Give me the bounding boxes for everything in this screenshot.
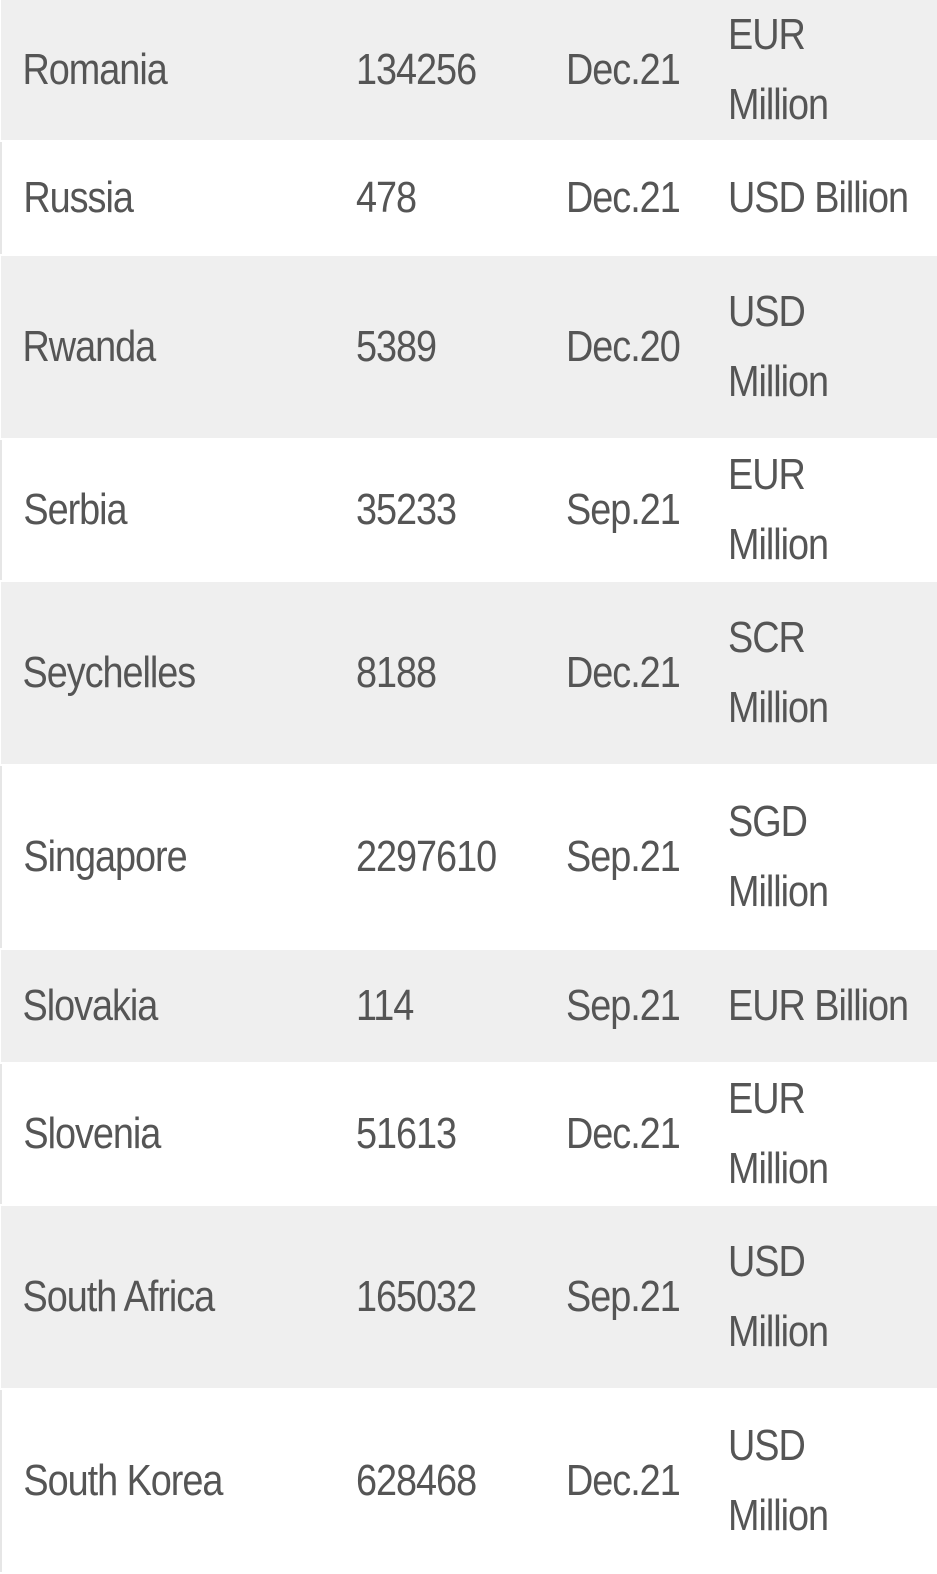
date-cell: Dec.21	[566, 45, 681, 94]
date-cell: Sep.21	[566, 1272, 681, 1321]
unit-cell: EUR Million	[728, 450, 829, 569]
date-cell: Dec.20	[566, 322, 681, 371]
table-row: Slovakia 114 Sep.21 EUR Billion	[1, 949, 937, 1063]
table-row: Singapore 2297610 Sep.21 SGD Million	[1, 765, 937, 949]
unit-cell: USD Million	[728, 287, 829, 406]
date-cell: Sep.21	[566, 485, 681, 534]
date-cell: Sep.21	[566, 832, 681, 881]
table-row: Serbia 35233 Sep.21 EUR Million	[1, 439, 937, 581]
unit-cell: USD Million	[728, 1421, 829, 1540]
country-cell: South Africa	[22, 1272, 216, 1321]
table-row: Seychelles 8188 Dec.21 SCR Million	[1, 581, 937, 765]
unit-cell: EUR Million	[728, 10, 829, 129]
date-cell: Dec.21	[566, 648, 681, 697]
value-cell: 5389	[356, 322, 437, 371]
table-row: South Korea 628468 Dec.21 USD Million	[1, 1389, 937, 1573]
date-cell: Dec.21	[566, 173, 681, 222]
table-row: South Africa 165032 Sep.21 USD Million	[1, 1205, 937, 1389]
country-cell: Rwanda	[22, 322, 157, 371]
country-cell: Slovakia	[22, 981, 159, 1030]
value-cell: 165032	[356, 1272, 477, 1321]
table-row: Romania 134256 Dec.21 EUR Million	[1, 0, 937, 141]
country-cell: Serbia	[23, 485, 127, 534]
date-cell: Dec.21	[566, 1109, 681, 1158]
value-cell: 51613	[356, 1109, 457, 1158]
value-cell: 2297610	[356, 832, 497, 881]
value-cell: 628468	[356, 1456, 477, 1505]
value-cell: 35233	[356, 485, 457, 534]
country-cell: South Korea	[23, 1456, 223, 1505]
value-cell: 8188	[356, 648, 437, 697]
unit-cell: SCR Million	[728, 613, 829, 732]
country-cell: Singapore	[23, 832, 187, 881]
country-cell: Russia	[23, 173, 134, 222]
country-cell: Seychelles	[22, 648, 197, 697]
unit-cell: SGD Million	[728, 797, 829, 916]
value-cell: 478	[356, 173, 417, 222]
value-cell: 134256	[356, 45, 477, 94]
unit-cell: USD Billion	[728, 173, 909, 222]
unit-cell: USD Million	[728, 1237, 829, 1356]
table-row: Russia 478 Dec.21 USD Billion	[1, 141, 937, 255]
value-cell: 114	[356, 981, 414, 1030]
country-cell: Romania	[22, 45, 168, 94]
unit-cell: EUR Million	[728, 1074, 829, 1193]
country-cell: Slovenia	[23, 1109, 161, 1158]
date-cell: Dec.21	[566, 1456, 681, 1505]
unit-cell: EUR Billion	[728, 981, 909, 1030]
date-cell: Sep.21	[566, 981, 681, 1030]
table-row: Slovenia 51613 Dec.21 EUR Million	[1, 1063, 937, 1205]
table-row: Rwanda 5389 Dec.20 USD Million	[1, 255, 937, 439]
